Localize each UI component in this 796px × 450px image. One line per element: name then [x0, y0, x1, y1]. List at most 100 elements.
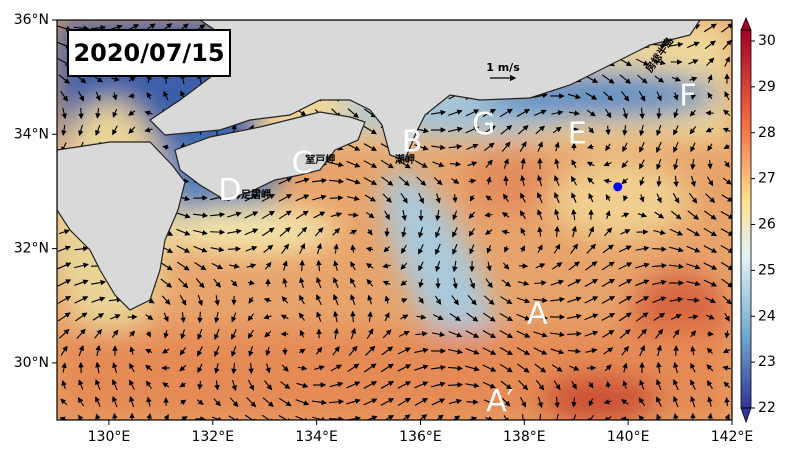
current-arrow — [78, 107, 84, 120]
current-arrow — [585, 261, 598, 271]
current-arrow — [705, 193, 716, 203]
current-arrow — [145, 364, 153, 372]
current-arrow — [162, 144, 169, 150]
current-arrow — [503, 193, 509, 202]
current-arrow — [584, 278, 599, 287]
current-arrow — [519, 141, 527, 153]
current-arrow — [656, 361, 662, 374]
current-arrow — [652, 279, 667, 286]
current-arrow — [568, 261, 580, 271]
current-arrow — [244, 194, 259, 202]
current-arrow — [180, 329, 186, 340]
current-arrow — [365, 246, 374, 252]
current-arrow — [482, 364, 497, 372]
current-arrow — [452, 260, 458, 273]
current-arrow — [364, 194, 376, 202]
current-arrow — [128, 93, 135, 99]
colorbar-tick-label: 25 — [758, 262, 776, 278]
current-arrow — [129, 330, 136, 337]
current-arrow — [382, 193, 392, 203]
current-arrow — [214, 311, 220, 324]
current-arrow — [668, 263, 685, 270]
current-arrow — [687, 210, 700, 220]
current-arrow — [265, 346, 271, 357]
current-arrow — [329, 381, 344, 388]
current-arrow — [601, 296, 616, 304]
current-arrow — [501, 141, 511, 152]
current-arrow — [588, 226, 594, 237]
current-arrow — [299, 277, 305, 288]
current-arrow — [76, 328, 86, 339]
current-arrow — [431, 331, 446, 338]
current-arrow — [312, 416, 327, 420]
current-arrow — [499, 347, 514, 356]
current-arrow — [227, 246, 242, 252]
current-arrow — [656, 344, 662, 357]
current-arrow — [112, 92, 118, 101]
current-arrow — [381, 346, 394, 356]
current-arrow — [197, 311, 203, 324]
current-arrow — [231, 379, 237, 392]
current-arrow — [279, 226, 291, 237]
colorbar-tick-label: 30 — [758, 33, 776, 49]
current-arrow — [520, 157, 526, 170]
current-arrow — [721, 23, 732, 33]
current-arrow — [553, 380, 561, 391]
current-arrow — [330, 212, 343, 218]
current-arrow — [209, 229, 226, 235]
current-arrow — [500, 380, 513, 390]
current-arrow — [703, 227, 717, 237]
current-arrow — [551, 364, 563, 372]
place-name: 室戸岬 — [305, 153, 335, 166]
current-arrow — [451, 295, 459, 306]
current-arrow — [720, 261, 732, 271]
current-arrow — [382, 280, 391, 286]
place-name: 足摺岬 — [241, 188, 271, 201]
current-arrow — [316, 311, 322, 322]
current-arrow — [61, 124, 67, 137]
current-arrow — [687, 297, 700, 303]
current-arrow — [703, 279, 718, 287]
current-arrow — [635, 262, 650, 269]
current-arrow — [636, 74, 648, 84]
current-arrow — [690, 395, 696, 408]
current-arrow — [214, 362, 220, 374]
region-label: E — [568, 116, 587, 151]
current-arrow — [567, 279, 582, 287]
current-arrow — [656, 108, 662, 120]
current-arrow — [585, 92, 598, 100]
current-arrow — [112, 395, 118, 408]
current-arrow — [363, 363, 377, 373]
current-arrow — [261, 227, 275, 237]
current-arrow — [248, 362, 254, 375]
current-arrow — [435, 243, 441, 255]
current-arrow — [707, 159, 713, 170]
current-arrow — [537, 209, 543, 220]
x-tick-label: 138°E — [503, 429, 546, 445]
current-arrow — [231, 312, 237, 323]
current-arrow — [499, 330, 514, 338]
current-arrow — [621, 160, 629, 169]
current-arrow — [516, 108, 531, 117]
current-arrow — [278, 177, 293, 185]
current-arrow — [622, 125, 628, 136]
current-arrow — [146, 91, 152, 100]
current-arrow — [328, 178, 345, 184]
current-arrow — [465, 347, 480, 355]
current-arrow — [551, 110, 564, 116]
current-arrow — [501, 229, 510, 235]
current-arrow — [281, 243, 290, 254]
current-arrow — [282, 277, 288, 288]
current-arrow — [197, 363, 203, 374]
current-arrow — [636, 312, 649, 322]
current-arrow — [401, 244, 407, 254]
current-arrow — [296, 382, 309, 389]
current-arrow — [78, 91, 85, 102]
current-arrow — [485, 195, 492, 201]
current-arrow — [537, 141, 543, 152]
current-arrow — [537, 244, 543, 253]
current-arrow — [467, 161, 478, 167]
current-arrow — [159, 261, 173, 271]
current-arrow — [145, 349, 153, 354]
current-arrow — [622, 362, 628, 373]
